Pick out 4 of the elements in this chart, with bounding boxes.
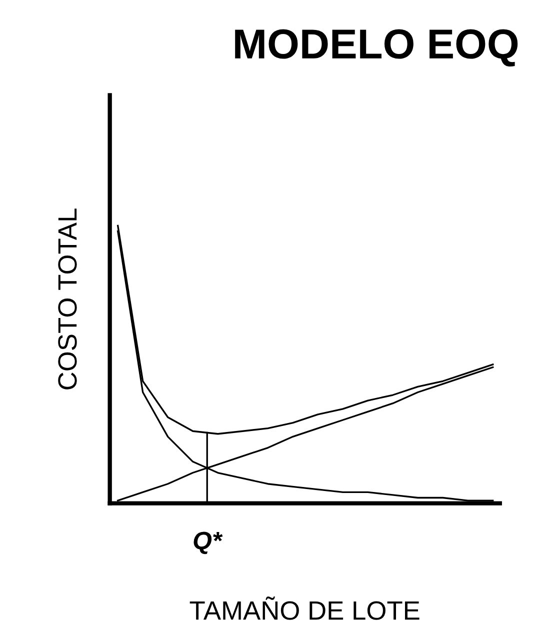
chart-title: MODELO EOQ <box>235 29 518 67</box>
y-axis-title: COSTO TOTAL <box>58 208 77 390</box>
text: Q* <box>194 532 223 554</box>
x-axis-title: TAMAÑO DE LOTE <box>190 596 420 620</box>
